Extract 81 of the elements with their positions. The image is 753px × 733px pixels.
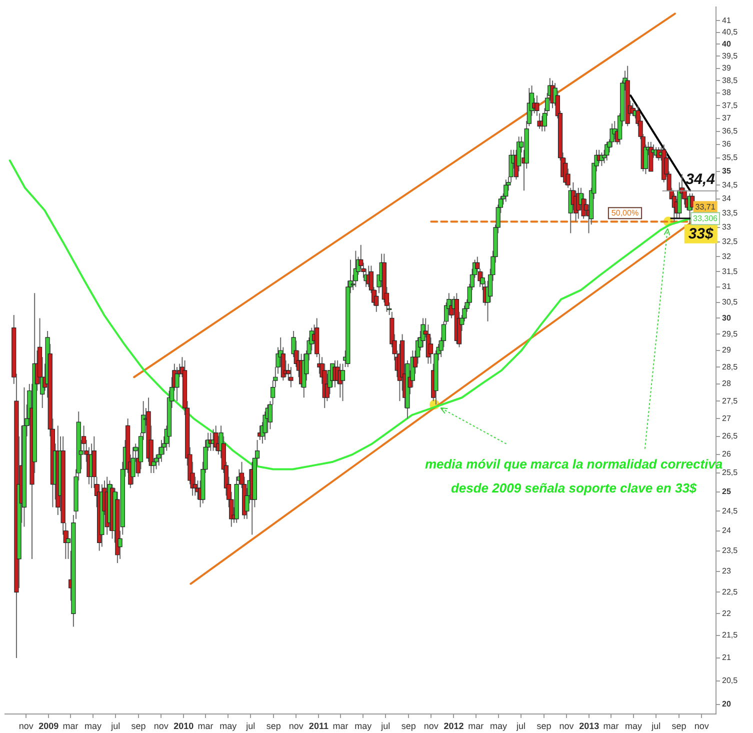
y-tick-label: 21	[722, 653, 732, 662]
y-tick-label: 29,5	[722, 329, 738, 338]
y-tick-label: 36	[722, 140, 732, 149]
y-tick-label: 41	[722, 16, 732, 25]
x-tick-label: may	[354, 720, 372, 731]
x-tick-label: sep	[266, 720, 281, 731]
x-tick-label: mar	[468, 720, 484, 731]
y-tick-label: 24	[722, 526, 732, 535]
x-tick-label: 2009	[38, 720, 59, 731]
x-tick-label: may	[490, 720, 508, 731]
y-tick-label: 20	[722, 700, 732, 709]
x-tick-label: 2013	[579, 720, 600, 731]
y-tick-label: 22	[722, 608, 732, 618]
x-tick-label: jul	[245, 720, 256, 731]
y-tick-label: 38	[722, 88, 732, 98]
x-tick-label: 2011	[308, 720, 328, 731]
y-tick-label: 34,5	[722, 180, 738, 190]
y-tick-label: 22,5	[722, 587, 738, 596]
y-tick-label: 36,5	[722, 126, 738, 136]
y-tick-label: 25	[722, 487, 732, 496]
annotation: 50,00%	[611, 208, 639, 218]
y-tick-label: 35	[722, 166, 732, 176]
y-tick-label: 31	[722, 282, 732, 292]
x-tick-label: nov	[154, 720, 169, 731]
annotation: desde 2009 señala soporte clave en 33$	[450, 480, 698, 496]
x-tick-label: nov	[559, 720, 574, 731]
x-tick-label: sep	[536, 720, 552, 731]
y-tick-label: 23,5	[722, 546, 738, 556]
y-tick-label: 28,5	[722, 362, 738, 372]
y-tick-label: 20,5	[722, 676, 738, 686]
y-tick-label: 30,5	[722, 298, 738, 307]
x-tick-label: 2010	[174, 720, 194, 731]
y-tick-label: 35,5	[722, 153, 738, 162]
y-tick-label: 39	[722, 63, 732, 72]
x-tick-label: sep	[131, 720, 146, 731]
x-tick-label: may	[84, 720, 102, 731]
x-tick-label: nov	[288, 720, 304, 731]
x-tick-label: nov	[424, 720, 439, 731]
x-tick-label: jul	[110, 720, 120, 731]
x-tick-label: nov	[18, 720, 34, 731]
x-tick-label: mar	[603, 720, 619, 731]
x-tick-label: 2012	[444, 720, 464, 731]
y-tick-label: 27	[722, 414, 732, 423]
x-tick-label: mar	[198, 720, 214, 731]
y-tick-label: 37,5	[722, 100, 738, 110]
annotation: 33$	[688, 226, 714, 243]
y-tick-label: 40	[722, 39, 732, 48]
y-tick-label: 26	[722, 450, 732, 459]
y-tick-label: 40,5	[722, 28, 738, 37]
y-tick-label: 29	[722, 346, 732, 355]
x-tick-label: may	[625, 720, 642, 731]
y-tick-label: 34	[722, 194, 732, 204]
y-tick-label: 26,5	[722, 432, 738, 441]
y-tick-label: 38,5	[722, 76, 738, 85]
annotation: media móvil que marca la normalidad correctiva	[424, 456, 723, 472]
x-tick-label: jul	[380, 720, 390, 731]
y-tick-label: 28	[722, 379, 732, 388]
x-tick-label: sep	[401, 720, 416, 731]
y-tick-label: 33,5	[722, 208, 738, 218]
y-tick-label: 31,5	[722, 266, 738, 276]
annotation: 34,4	[686, 170, 716, 188]
x-tick-label: jul	[516, 720, 526, 731]
x-tick-label: jul	[650, 720, 661, 731]
y-tick-label: 27,5	[722, 396, 738, 406]
y-tick-label: 21,5	[722, 630, 738, 640]
x-tick-label: mar	[332, 720, 348, 731]
x-tick-label: sep	[672, 720, 686, 731]
y-tick-label: 30	[722, 313, 732, 322]
y-tick-label: 37	[722, 114, 732, 123]
y-tick-label: 32,5	[722, 237, 738, 246]
y-tick-label: 23	[722, 566, 732, 576]
annotation: 33,306	[693, 214, 718, 223]
x-tick-label: may	[220, 720, 238, 731]
annotation: 33,71	[695, 202, 716, 212]
x-tick-label: mar	[62, 720, 78, 731]
y-tick-label: 33	[722, 222, 732, 232]
y-tick-label: 32	[722, 252, 732, 261]
x-tick-label: nov	[694, 720, 710, 731]
y-tick-label: 39,5	[722, 51, 738, 60]
y-tick-label: 25,5	[722, 468, 738, 478]
y-tick-label: 24,5	[722, 506, 738, 516]
